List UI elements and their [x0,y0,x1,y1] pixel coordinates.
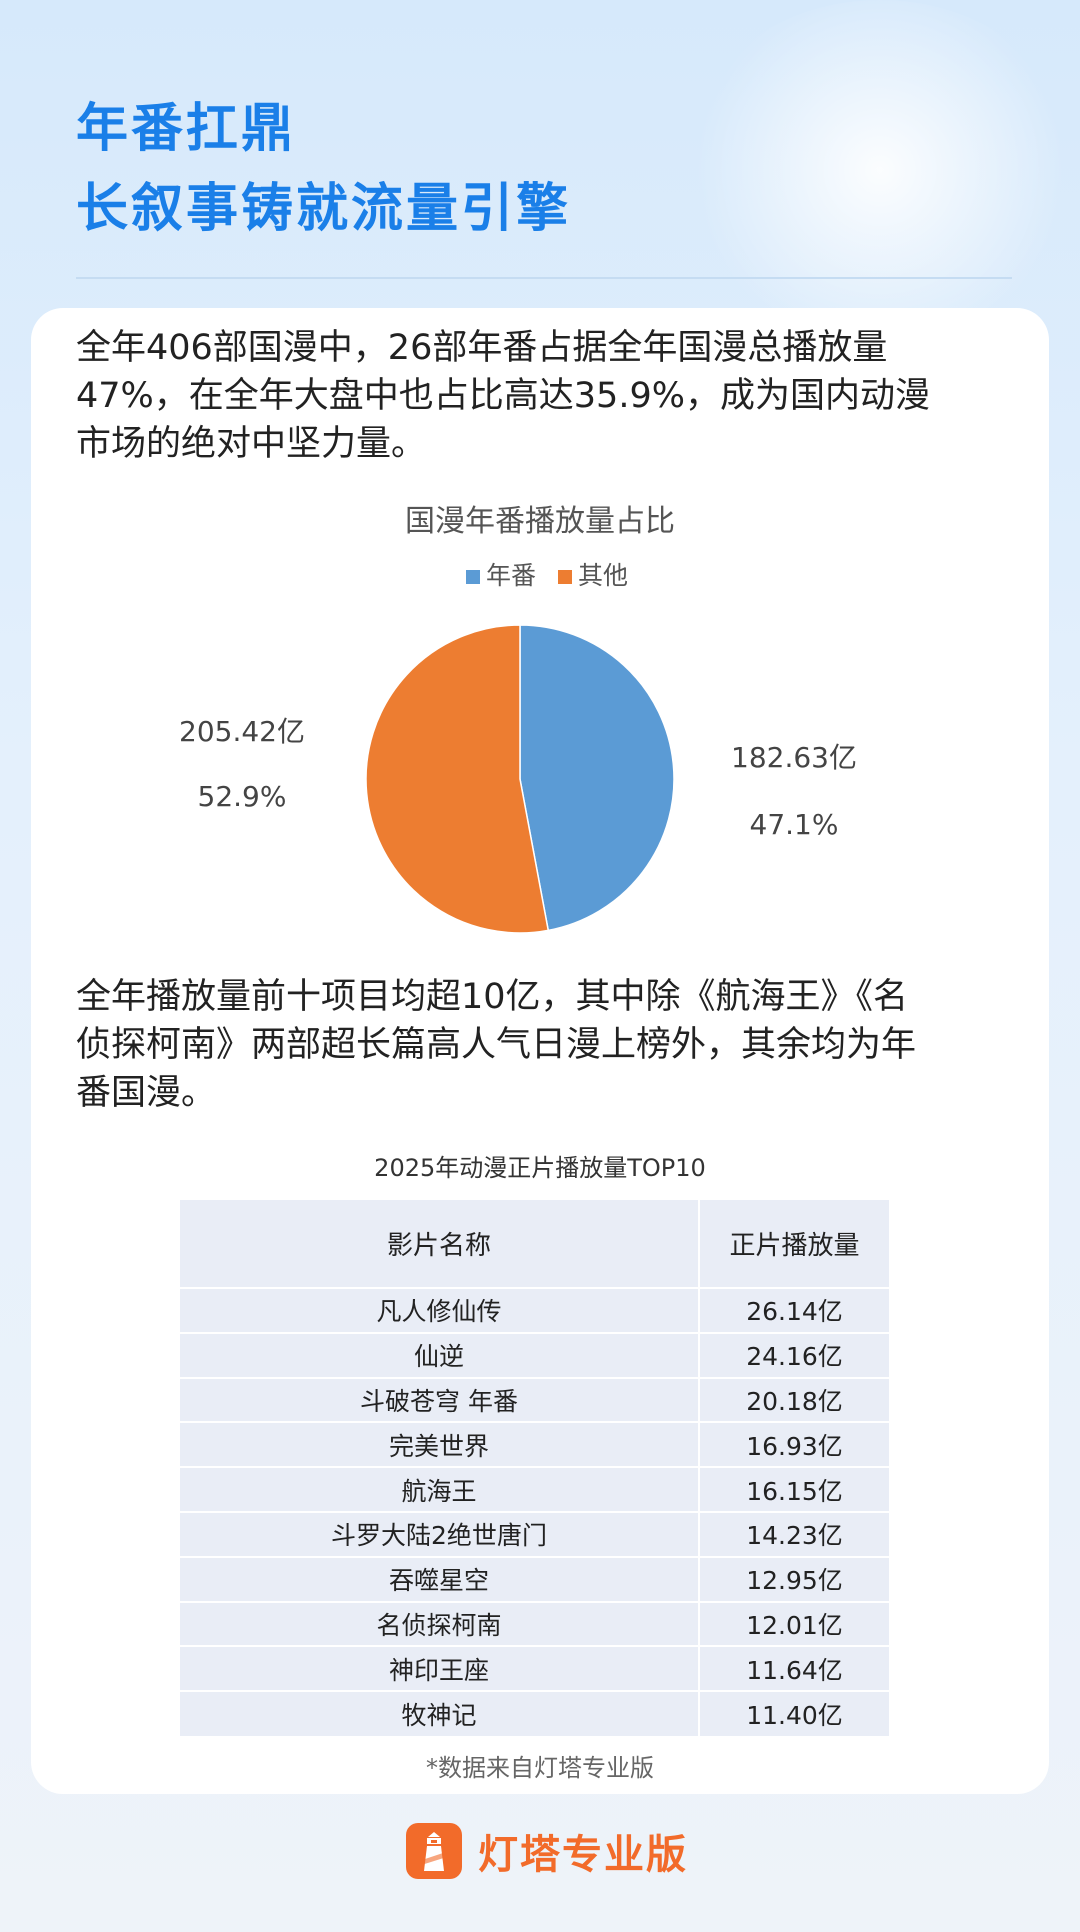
footnote: *数据来自灯塔专业版 [426,1754,654,1782]
lighthouse-icon [406,1823,462,1879]
film-name: 航海王 [180,1466,699,1512]
play-count: 16.93亿 [698,1421,889,1468]
table-row: 名侦探柯南 12.01亿 [180,1600,889,1647]
legend: 年番 其他 [0,556,1080,592]
text-line: 全年播放量前十项目均超10亿，其中除《航海王》《名 [76,977,909,1017]
pie-slice-其他 [365,624,550,934]
column-header: 正片播放量 [698,1200,889,1288]
text-line: 市场的绝对中坚力量。 [76,424,427,464]
film-name: 斗罗大陆2绝世唐门 [180,1510,699,1557]
slice-percent-label: 47.1% [749,808,839,841]
pie-slice-年番 [519,624,675,932]
background-glow [680,0,1080,340]
play-count: 26.14亿 [698,1287,889,1333]
table-row: 斗罗大陆2绝世唐门 14.23亿 [180,1510,889,1557]
table-row: 凡人修仙传 26.14亿 [180,1287,889,1333]
play-count: 11.40亿 [698,1690,889,1736]
table-row: 吞噬星空 12.95亿 [180,1555,889,1602]
top10-table: 影片名称 正片播放量 凡人修仙传 26.14亿 仙逆 24.16亿 斗破苍穹 年番 20.… [180,1200,889,1736]
film-name: 名侦探柯南 [180,1600,699,1647]
table-row: 完美世界 16.93亿 [180,1421,889,1468]
legend-swatch [557,570,572,584]
play-count: 24.16亿 [698,1331,889,1378]
play-count: 12.01亿 [698,1600,889,1647]
pie-title: 国漫年番播放量占比 [405,504,675,539]
divider [76,277,1012,279]
table-row: 仙逆 24.16亿 [180,1331,889,1378]
play-count: 11.64亿 [698,1645,889,1692]
film-name: 斗破苍穹 年番 [180,1376,699,1423]
film-name: 仙逆 [180,1331,699,1378]
text-line: 全年406部国漫中，26部年番占据全年国漫总播放量 [76,328,888,368]
text-line: 47%，在全年大盘中也占比高达35.9%，成为国内动漫 [76,376,930,416]
table-header: 影片名称 正片播放量 [180,1200,889,1288]
film-name: 牧神记 [180,1690,699,1736]
film-name: 吞噬星空 [180,1555,699,1602]
film-name: 完美世界 [180,1421,699,1468]
slice-value-label: 205.42亿 [179,715,305,748]
column-header: 影片名称 [386,1231,491,1261]
play-count: 20.18亿 [698,1376,889,1423]
table-row: 斗破苍穹 年番 20.18亿 [180,1376,889,1423]
title-line1: 年番扛鼎 [76,99,297,159]
play-count: 12.95亿 [698,1555,889,1602]
table-row: 航海王 16.15亿 [180,1466,889,1512]
body-paragraph: 全年播放量前十项目均超10亿，其中除《航海王》《名 侦探柯南》两部超长篇高人气日… [76,973,1016,1117]
text-line: 侦探柯南》两部超长篇高人气日漫上榜外，其余均为年 [76,1025,917,1065]
text-line: 番国漫。 [76,1073,217,1113]
brand-name: 灯塔专业版 [478,1832,688,1878]
play-count: 16.15亿 [698,1466,889,1512]
table-row: 神印王座 11.64亿 [180,1645,889,1692]
film-name: 神印王座 [180,1645,699,1692]
table-title: 2025年动漫正片播放量TOP10 [374,1154,706,1182]
legend-label: 年番 [486,561,537,590]
film-name: 凡人修仙传 [180,1287,699,1333]
legend-label: 其他 [577,561,628,590]
slice-value-label: 182.63亿 [731,741,857,774]
title-line2: 长叙事铸就流量引擎 [76,179,572,239]
intro-paragraph: 全年406部国漫中，26部年番占据全年国漫总播放量 47%，在全年大盘中也占比高… [76,324,1016,468]
legend-swatch [466,570,480,584]
table-row: 牧神记 11.40亿 [180,1690,889,1736]
slice-percent-label: 52.9% [197,780,287,813]
brand-logo: 灯塔专业版 [406,1822,688,1880]
play-count: 14.23亿 [698,1510,889,1557]
